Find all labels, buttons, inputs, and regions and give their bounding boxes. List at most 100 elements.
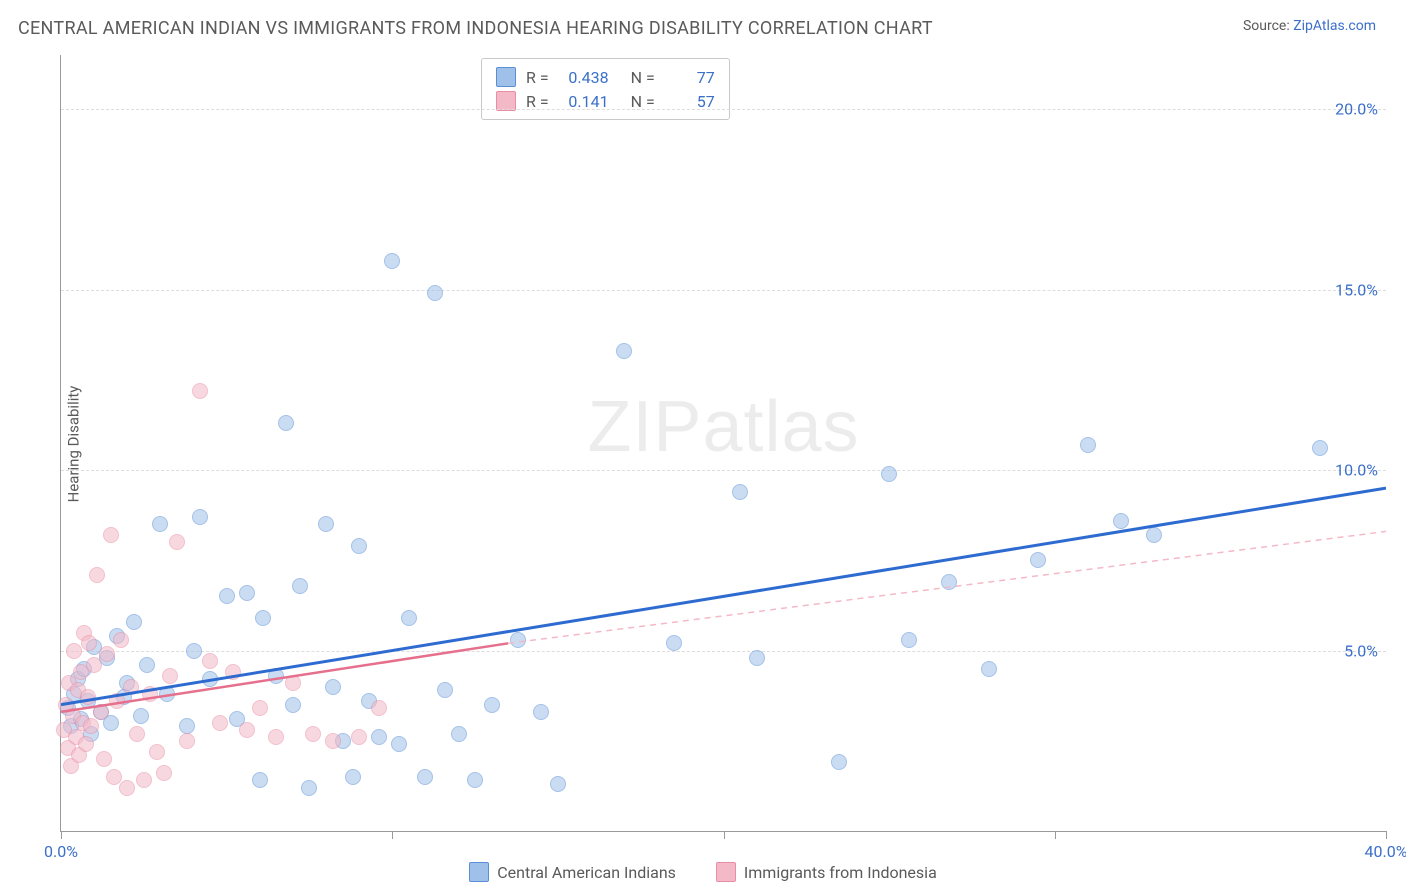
data-point (89, 567, 105, 583)
x-tick (61, 831, 62, 839)
source-link[interactable]: ZipAtlas.com (1293, 18, 1376, 34)
n-value: 57 (665, 92, 715, 111)
data-point (152, 516, 168, 532)
n-label: N = (631, 92, 655, 111)
legend-item: Central American Indians (469, 862, 676, 882)
data-point (467, 772, 483, 788)
r-label: R = (526, 68, 549, 87)
data-point (139, 657, 155, 673)
data-point (81, 635, 97, 651)
data-point (533, 704, 549, 720)
data-point (285, 697, 301, 713)
data-point (371, 700, 387, 716)
gridline-h (61, 109, 1386, 110)
data-point (96, 751, 112, 767)
data-point (292, 578, 308, 594)
data-point (252, 772, 268, 788)
data-point (981, 661, 997, 677)
data-point (103, 527, 119, 543)
data-point (1312, 440, 1328, 456)
source-label: Source: (1243, 18, 1290, 34)
legend-swatch (716, 862, 736, 882)
y-tick-label: 15.0% (1335, 280, 1378, 299)
data-point (451, 726, 467, 742)
data-point (325, 679, 341, 695)
data-point (484, 697, 500, 713)
data-point (239, 585, 255, 601)
legend-label: Immigrants from Indonesia (744, 863, 937, 882)
scatter-plot: ZIPatlas R =0.438N =77R =0.141N =57 5.0%… (60, 55, 1386, 832)
data-point (427, 285, 443, 301)
data-point (225, 664, 241, 680)
data-point (1113, 513, 1129, 529)
data-point (113, 632, 129, 648)
y-tick-label: 20.0% (1335, 100, 1378, 119)
data-point (278, 415, 294, 431)
data-point (371, 729, 387, 745)
y-tick-label: 5.0% (1344, 641, 1378, 660)
data-point (325, 733, 341, 749)
correlation-stats-box: R =0.438N =77R =0.141N =57 (481, 58, 730, 120)
chart-title: CENTRAL AMERICAN INDIAN VS IMMIGRANTS FR… (18, 18, 933, 39)
data-point (202, 671, 218, 687)
legend-item: Immigrants from Indonesia (716, 862, 937, 882)
data-point (732, 484, 748, 500)
data-point (391, 736, 407, 752)
data-point (159, 686, 175, 702)
source-attribution: Source: ZipAtlas.com (1243, 18, 1376, 34)
stats-row: R =0.438N =77 (496, 65, 715, 89)
series-swatch (496, 91, 516, 111)
data-point (80, 689, 96, 705)
x-tick-label: 40.0% (1365, 842, 1406, 861)
data-point (510, 632, 526, 648)
data-point (881, 466, 897, 482)
data-point (123, 679, 139, 695)
data-point (126, 614, 142, 630)
data-point (268, 668, 284, 684)
data-point (136, 772, 152, 788)
data-point (384, 253, 400, 269)
legend-swatch (469, 862, 489, 882)
data-point (1080, 437, 1096, 453)
data-point (162, 668, 178, 684)
data-point (129, 726, 145, 742)
data-point (192, 509, 208, 525)
data-point (78, 736, 94, 752)
data-point (149, 744, 165, 760)
data-point (749, 650, 765, 666)
r-value: 0.141 (559, 92, 609, 111)
data-point (285, 675, 301, 691)
data-point (66, 643, 82, 659)
data-point (318, 516, 334, 532)
data-point (417, 769, 433, 785)
r-value: 0.438 (559, 68, 609, 87)
gridline-h (61, 651, 1386, 652)
data-point (1030, 552, 1046, 568)
data-point (86, 657, 102, 673)
x-tick (1055, 831, 1056, 839)
data-point (93, 704, 109, 720)
data-point (666, 635, 682, 651)
watermark-atlas: atlas (702, 387, 859, 467)
data-point (212, 715, 228, 731)
data-point (179, 733, 195, 749)
data-point (401, 610, 417, 626)
y-tick-label: 10.0% (1335, 461, 1378, 480)
x-tick (392, 831, 393, 839)
data-point (831, 754, 847, 770)
data-point (109, 693, 125, 709)
data-point (941, 574, 957, 590)
watermark-zip: ZIP (587, 387, 702, 467)
gridline-h (61, 290, 1386, 291)
data-point (119, 780, 135, 796)
data-point (99, 646, 115, 662)
data-point (156, 765, 172, 781)
data-point (202, 653, 218, 669)
x-tick (724, 831, 725, 839)
chart-header: CENTRAL AMERICAN INDIAN VS IMMIGRANTS FR… (0, 0, 1406, 49)
data-point (1146, 527, 1162, 543)
n-label: N = (631, 68, 655, 87)
data-point (437, 682, 453, 698)
gridline-h (61, 470, 1386, 471)
data-point (186, 643, 202, 659)
